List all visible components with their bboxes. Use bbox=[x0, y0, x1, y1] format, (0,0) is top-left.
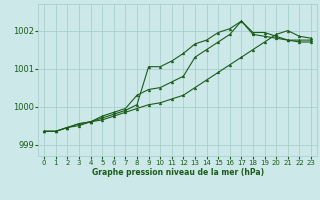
X-axis label: Graphe pression niveau de la mer (hPa): Graphe pression niveau de la mer (hPa) bbox=[92, 168, 264, 177]
